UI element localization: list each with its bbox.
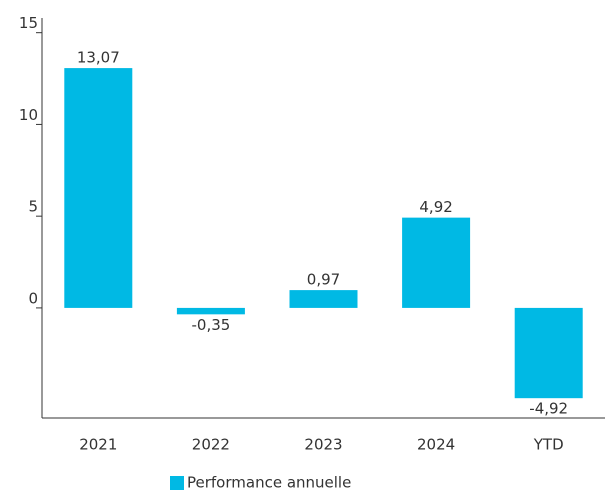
data-label: 0,97 xyxy=(307,271,340,289)
data-label: -0,35 xyxy=(191,316,230,334)
legend-label: Performance annuelle xyxy=(187,474,351,492)
bar xyxy=(176,307,245,315)
bar xyxy=(289,290,358,308)
y-tick-label: 10 xyxy=(19,106,38,124)
bar xyxy=(64,68,133,308)
data-label: 13,07 xyxy=(77,49,120,67)
y-tick-label: 0 xyxy=(28,289,38,307)
x-tick-label: 2021 xyxy=(79,436,117,454)
legend-swatch xyxy=(170,476,184,490)
bar xyxy=(402,217,471,308)
data-label: -4,92 xyxy=(529,400,568,418)
bar xyxy=(514,307,583,399)
x-tick-label: YTD xyxy=(533,436,564,454)
x-tick-label: 2023 xyxy=(304,436,342,454)
y-tick-label: 5 xyxy=(28,198,38,216)
y-tick-label: 15 xyxy=(19,14,38,32)
data-label: 4,92 xyxy=(419,198,452,216)
x-tick-label: 2022 xyxy=(192,436,230,454)
x-tick-label: 2024 xyxy=(417,436,455,454)
